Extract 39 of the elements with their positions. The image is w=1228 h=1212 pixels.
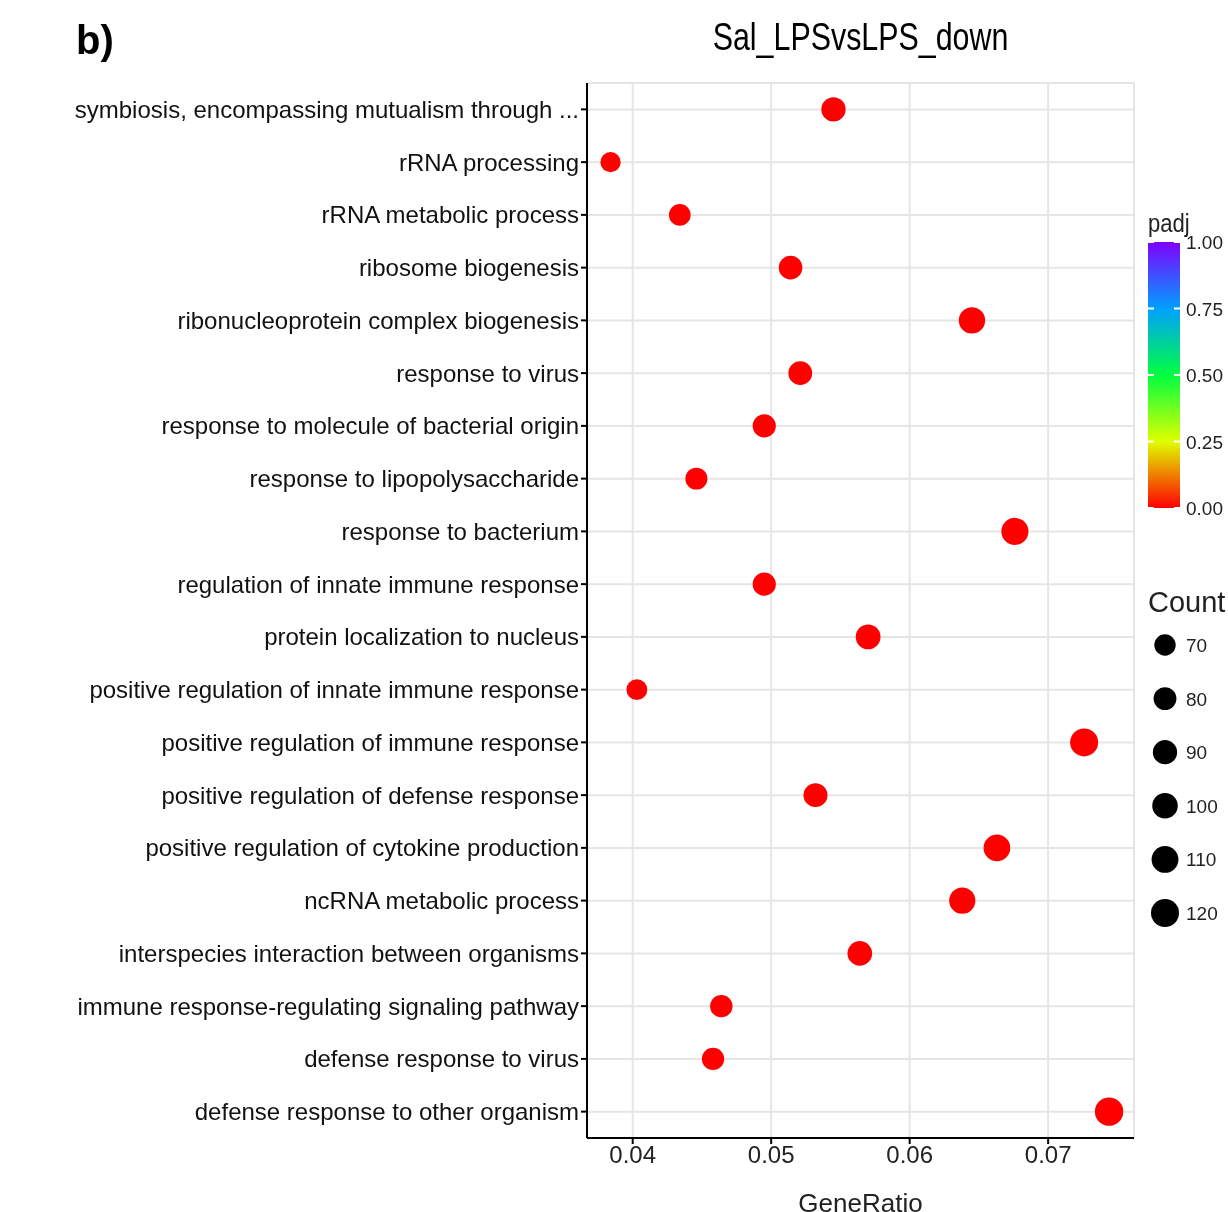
- y-tick-label: rRNA processing: [398, 148, 579, 176]
- y-tick-label: positive regulation of innate immune response: [89, 676, 579, 704]
- x-tick-label: 0.07: [1024, 1141, 1072, 1169]
- legend-label: 90: [1186, 742, 1208, 764]
- legend-label: 80: [1186, 688, 1208, 710]
- y-tick-label: ncRNA metabolic process: [304, 887, 579, 915]
- legend-label: 110: [1186, 849, 1217, 871]
- y-tick-label: ribonucleoprotein complex biogenesis: [177, 306, 579, 334]
- y-tick-label: response to molecule of bacterial origin: [161, 412, 579, 440]
- y-tick-label: protein localization to nucleus: [264, 623, 579, 651]
- y-tick-label: interspecies interaction between organisms: [118, 939, 579, 967]
- color-bar-title: padj: [1148, 208, 1190, 238]
- y-tick-label: response to virus: [396, 359, 579, 387]
- legend-label: 100: [1186, 795, 1218, 817]
- legend-label: 120: [1186, 903, 1218, 924]
- y-tick-label: positive regulation of cytokine production: [145, 834, 579, 862]
- y-tick-label: positive regulation of defense response: [161, 781, 579, 809]
- color-bar-label: 0.75: [1186, 298, 1223, 320]
- y-tick-label: positive regulation of immune response: [161, 728, 579, 756]
- x-tick-label: 0.05: [747, 1141, 795, 1169]
- y-tick-label: defense response to other organism: [194, 1098, 579, 1126]
- y-tick-label: ribosome biogenesis: [358, 254, 579, 282]
- color-bar-label: 0.50: [1186, 365, 1223, 386]
- x-tick-label: 0.04: [609, 1141, 657, 1169]
- chart-title: Sal_LPSvsLPS_down: [711, 16, 1010, 59]
- x-tick-label: 0.06: [886, 1141, 934, 1169]
- legend-label: 70: [1186, 635, 1208, 656]
- text: b): [76, 18, 114, 63]
- y-tick-label: response to bacterium: [341, 517, 579, 545]
- color-bar-label: 0.00: [1186, 498, 1223, 519]
- y-tick-label: immune response-regulating signaling pathway: [77, 992, 579, 1020]
- y-tick-label: response to lipopolysaccharide: [249, 465, 579, 493]
- legend-title: Count: [1148, 586, 1226, 618]
- y-tick-label: symbiosis, encompassing mutualism through ...: [74, 95, 579, 123]
- x-axis-title: GeneRatio: [798, 1188, 923, 1212]
- y-tick-label: defense response to virus: [304, 1045, 579, 1073]
- y-tick-label: rRNA metabolic process: [321, 201, 579, 229]
- color-bar-label: 0.25: [1186, 431, 1223, 453]
- y-tick-label: regulation of innate immune response: [177, 570, 579, 598]
